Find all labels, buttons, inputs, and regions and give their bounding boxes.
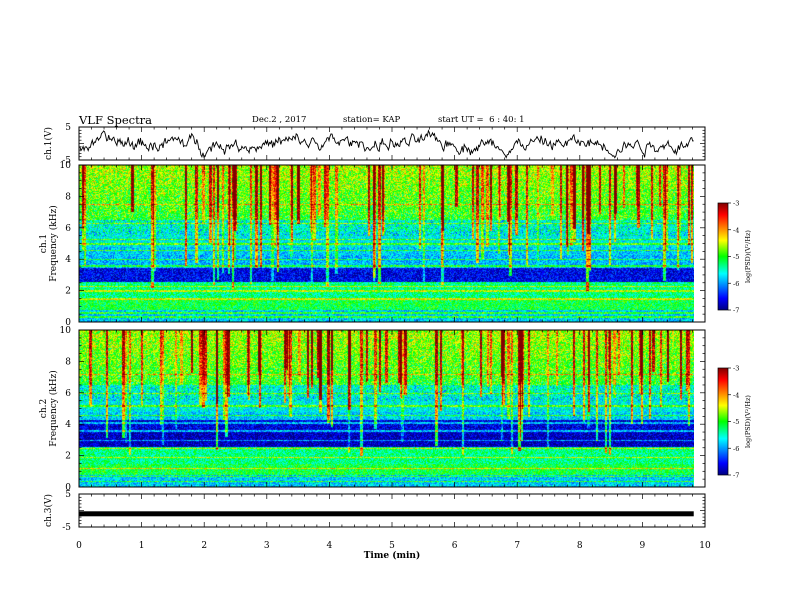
figure-title: VLF Spectra	[79, 113, 153, 127]
ch1-colorbar-tick-label: -4	[733, 226, 739, 234]
time-tick-label: 3	[264, 541, 270, 551]
ch2-colorbar-label: log(PSD)(V²/Hz)	[744, 395, 752, 448]
ch1-colorbar-tick-label: -5	[733, 253, 739, 261]
ch1-colorbar-label: log(PSD)(V²/Hz)	[744, 230, 752, 283]
start-time-label: start UT = 6 : 40: 1	[438, 115, 525, 125]
ch2-freq-tick-label: 8	[65, 357, 71, 367]
ch2-colorbar-tick-label: -5	[733, 418, 739, 426]
ch1-ytick-label: 5	[65, 123, 71, 133]
ch1-freq-tick-label: 2	[65, 287, 71, 297]
time-axis-label: Time (min)	[364, 550, 421, 561]
time-tick-label: 6	[452, 541, 458, 551]
ch1-ytick-label: -5	[62, 156, 71, 166]
ch3-ylabel: ch.3(V)	[43, 494, 54, 527]
ch1-frequency-label: Frequency (kHz)	[48, 205, 59, 282]
time-tick-label: 10	[699, 541, 711, 551]
ch1-ylabel: ch.1(V)	[43, 127, 54, 160]
ch3-waveform-line	[79, 511, 694, 517]
ch2-colorbar-tick-label: -3	[733, 365, 739, 373]
time-tick-label: 7	[514, 541, 520, 551]
ch1-spectrogram-image	[79, 165, 694, 322]
ch2-channel-label: ch.2	[39, 399, 49, 418]
ch2-freq-tick-label: 0	[65, 483, 71, 493]
time-tick-label: 2	[201, 541, 207, 551]
ch1-colorbar-tick-label: -6	[733, 280, 739, 288]
ch2-freq-tick-label: 6	[65, 389, 71, 399]
ch1-freq-tick-label: 0	[65, 318, 71, 328]
ch2-frequency-label: Frequency (kHz)	[48, 370, 59, 447]
ch1-waveform-line	[78, 129, 694, 159]
ch1-colorbar-tick-label: -3	[733, 200, 739, 208]
ch3-ytick-label: 5	[65, 490, 71, 500]
time-tick-label: 9	[640, 541, 646, 551]
ch2-freq-tick-label: 2	[65, 452, 71, 462]
ch1-freq-tick-label: 10	[60, 161, 72, 171]
ch2-freq-tick-label: 4	[65, 420, 71, 430]
ch1-colorbar	[717, 202, 729, 311]
station-label: station= KAP	[343, 115, 401, 125]
ch1-colorbar-tick-label: -7	[733, 307, 739, 315]
ch1-freq-tick-label: 6	[65, 224, 71, 234]
ch2-colorbar	[717, 367, 729, 476]
ch2-freq-tick-label: 10	[60, 326, 72, 336]
ch1-freq-tick-label: 4	[65, 255, 71, 265]
ch1-freq-tick-label: 8	[65, 192, 71, 202]
ch3-ytick-label: -5	[62, 523, 71, 533]
ch2-colorbar-tick-label: -7	[733, 472, 739, 480]
time-tick-label: 1	[139, 541, 145, 551]
ch2-spectrogram-image	[79, 330, 694, 487]
time-tick-label: 5	[389, 541, 395, 551]
time-tick-label: 0	[76, 541, 82, 551]
time-tick-label: 8	[577, 541, 583, 551]
date-label: Dec.2 , 2017	[252, 115, 307, 125]
time-tick-label: 4	[327, 541, 333, 551]
ch2-colorbar-tick-label: -4	[733, 391, 739, 399]
ch1-channel-label: ch.1	[39, 234, 49, 253]
ch2-colorbar-tick-label: -6	[733, 445, 739, 453]
